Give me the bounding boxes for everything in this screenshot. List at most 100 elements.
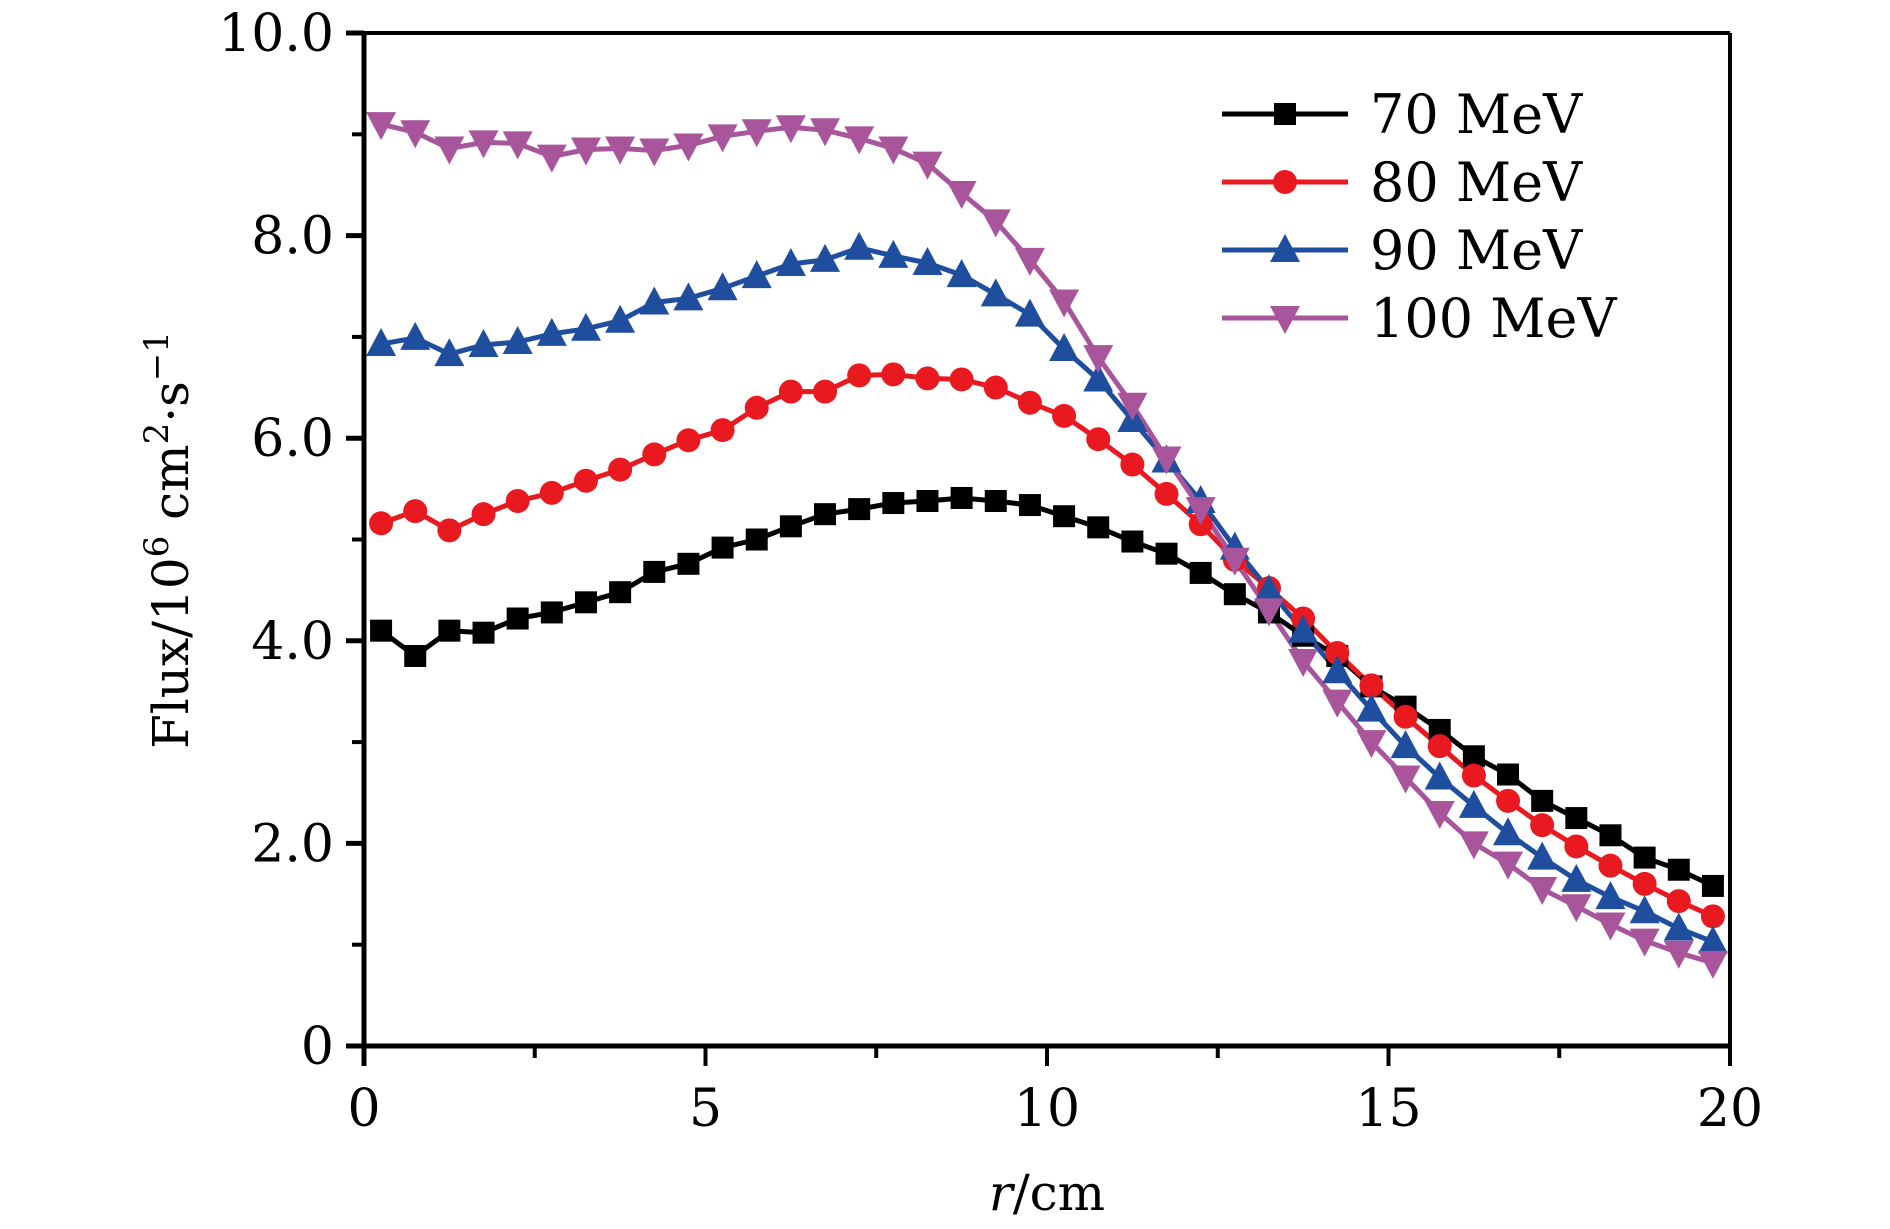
data-point-70-mev [745,528,768,551]
data-point-90-mev [639,286,670,315]
data-point-90-mev [980,278,1011,307]
data-point-70-mev [1531,789,1554,812]
data-point-100-mev [912,151,943,180]
data-point-90-mev [1322,655,1353,684]
data-point-70-mev [814,503,837,526]
data-point-100-mev [400,120,431,149]
x-tick-label: 0 [347,1079,380,1139]
data-point-80-mev [1086,427,1111,452]
data-point-70-mev [404,644,427,667]
legend-marker-circle-icon [1273,170,1297,194]
data-point-80-mev [915,366,940,391]
data-point-80-mev [1564,834,1589,859]
data-point-70-mev [950,486,973,509]
data-point-100-mev [1527,876,1558,905]
data-point-70-mev [916,490,939,513]
data-point-90-mev [1288,614,1319,643]
data-point-80-mev [1325,640,1350,665]
series-markers [366,112,1728,979]
data-point-80-mev [573,468,598,493]
data-point-90-mev [912,246,943,275]
data-point-90-mev [1424,761,1455,790]
data-point-80-mev [1017,390,1042,415]
data-point-100-mev [536,144,567,173]
data-point-90-mev [707,272,738,301]
y-tick-label: 2.0 [251,814,334,874]
data-point-100-mev [1356,730,1387,759]
data-point-100-mev [366,112,397,141]
data-point-70-mev [472,621,495,644]
data-point-80-mev [710,418,735,443]
data-point-70-mev [1087,516,1110,539]
y-tick-label: 0 [301,1017,334,1077]
data-point-70-mev [1701,874,1724,897]
data-point-100-mev [1049,289,1080,318]
data-point-70-mev [609,581,632,604]
x-tick-label: 15 [1355,1079,1421,1139]
data-point-90-mev [878,239,909,268]
data-point-70-mev [1565,807,1588,830]
data-point-90-mev [1663,912,1694,941]
data-point-100-mev [1185,497,1216,526]
series-line-90-mev [380,245,1714,945]
data-point-100-mev [673,133,704,162]
data-point-100-mev [502,131,533,160]
data-point-80-mev [983,375,1008,400]
data-point-70-mev [1053,505,1076,528]
data-point-80-mev [1120,452,1145,477]
y-axis-title-mid: cm [142,444,200,535]
data-point-90-mev [810,243,841,272]
x-tick-label: 20 [1697,1079,1763,1139]
legend-label: 100 MeV [1370,287,1617,350]
data-point-80-mev [642,442,667,467]
data-point-90-mev [1561,863,1592,892]
data-point-70-mev [677,552,700,575]
data-point-90-mev [1493,817,1524,846]
data-point-80-mev [1461,763,1486,788]
data-point-100-mev [878,136,909,165]
data-point-70-mev [1462,745,1485,768]
legend-item-90-mev: 90 MeV [1222,219,1583,282]
data-point-90-mev [1083,363,1114,392]
data-point-70-mev [1497,763,1520,786]
legend-marker-square-icon [1274,103,1296,125]
data-point-100-mev [741,119,772,148]
data-point-80-mev [1154,481,1179,506]
data-point-90-mev [1253,574,1284,603]
data-point-80-mev [403,499,428,524]
x-tick-label: 10 [1014,1079,1080,1139]
data-point-90-mev [1390,730,1421,759]
data-point-100-mev [1663,940,1694,969]
data-point-70-mev [1189,561,1212,584]
data-point-80-mev [471,502,496,527]
y-tick-label: 6.0 [251,409,334,469]
data-point-100-mev [946,181,977,210]
data-point-90-mev [946,259,977,288]
data-point-100-mev [1151,446,1182,475]
data-point-90-mev [536,317,567,346]
data-point-70-mev [848,498,871,521]
data-point-70-mev [1121,530,1144,553]
data-point-80-mev [505,489,530,514]
data-point-100-mev [1083,345,1114,374]
legend-marker-triangle-down-icon [1270,306,1300,334]
data-point-80-mev [813,379,838,404]
data-point-70-mev [574,591,597,614]
y-axis-title-exp2: 2 [137,423,177,445]
data-point-100-mev [980,209,1011,238]
data-point-70-mev [984,490,1007,513]
data-point-70-mev [1428,718,1451,741]
data-point-90-mev [1527,841,1558,870]
series-line-100-mev [380,121,1714,966]
y-axis-title: Flux/106 cm2·s−1 [137,331,200,749]
data-point-90-mev [570,312,601,341]
series-line-70-mev [379,495,1714,889]
data-point-70-mev [1018,494,1041,517]
data-point-90-mev [366,327,397,356]
data-point-80-mev [1530,813,1555,838]
data-point-90-mev [502,325,533,354]
data-point-90-mev [1629,895,1660,924]
data-point-100-mev [1697,950,1728,979]
data-point-70-mev [540,601,563,624]
